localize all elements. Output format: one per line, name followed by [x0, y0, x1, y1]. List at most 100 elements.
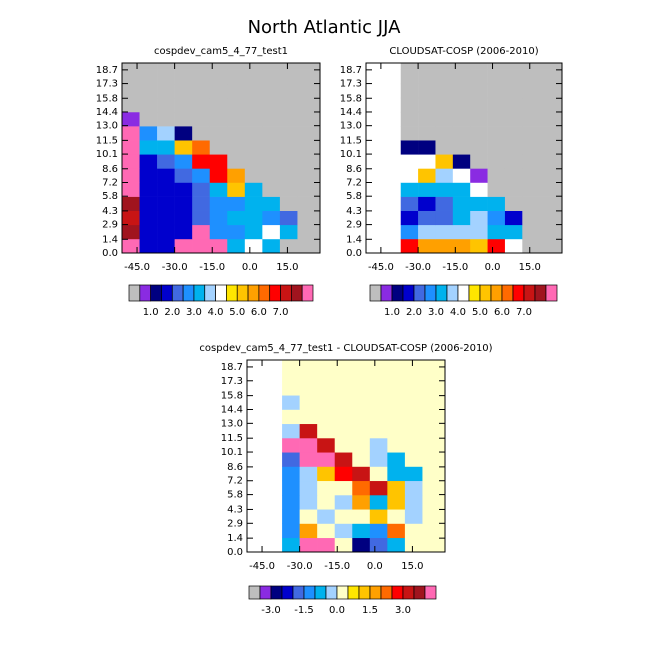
heatmap-cell — [369, 380, 388, 396]
heatmap-cell — [157, 210, 175, 226]
heatmap-cell — [157, 126, 175, 141]
colorbar-box — [301, 284, 314, 302]
heatmap-cell — [522, 83, 540, 99]
heatmap-cell — [422, 466, 446, 482]
heatmap-cell — [262, 111, 281, 127]
colorbar-box — [226, 284, 238, 302]
heatmap-cell — [227, 140, 246, 155]
heatmap-cell — [317, 395, 336, 410]
heatmap-cell — [352, 452, 371, 467]
colorbar-box — [402, 284, 415, 302]
heatmap-cell — [487, 210, 506, 226]
heatmap-cell — [334, 480, 353, 496]
y-tick-label: 17.3 — [340, 79, 362, 90]
y-tick-label: 15.8 — [221, 391, 243, 402]
heatmap-cell — [244, 63, 263, 70]
heatmap-cell — [139, 111, 158, 127]
heatmap-cell — [487, 97, 506, 113]
heatmap-cell — [470, 63, 488, 70]
heatmap-cell — [209, 140, 228, 155]
heatmap-cell — [227, 182, 246, 197]
y-tick-label: 7.2 — [346, 177, 362, 188]
colorbar-box — [303, 585, 316, 600]
heatmap-cell — [174, 140, 193, 155]
heatmap-cell — [404, 380, 423, 396]
y-tick-label: 17.3 — [221, 376, 243, 387]
heatmap-cell — [227, 196, 246, 211]
heatmap-cell — [192, 196, 211, 211]
heatmap-cell — [452, 111, 471, 127]
heatmap-cell — [452, 126, 471, 141]
heatmap-cell — [299, 480, 318, 496]
heatmap-cell — [192, 126, 211, 141]
x-tick-label: 0.0 — [485, 262, 501, 273]
heatmap-cell — [209, 182, 228, 197]
colorbar-label: 3.0 — [428, 307, 444, 318]
heatmap-cell — [139, 69, 158, 85]
heatmap-cell — [122, 238, 140, 254]
heatmap-cell — [122, 154, 140, 169]
heatmap-cell — [400, 238, 419, 254]
heatmap-cell — [299, 466, 318, 482]
y-tick-label: 13.0 — [221, 418, 243, 429]
heatmap-cell — [157, 224, 175, 240]
heatmap-cell — [157, 154, 175, 169]
heatmap-cell — [404, 360, 423, 368]
heatmap-cell — [157, 196, 175, 211]
colorbar-box — [424, 585, 437, 600]
colorbar-label: -3.0 — [261, 605, 281, 616]
colorbar-box — [380, 585, 393, 600]
heatmap-cell — [282, 509, 300, 524]
heatmap-cell — [227, 63, 246, 70]
heatmap-cell — [470, 224, 488, 240]
colorbar-box — [347, 585, 360, 600]
heatmap-cell — [244, 97, 263, 113]
heatmap-cell — [418, 63, 436, 70]
heatmap-cell — [299, 494, 318, 510]
heatmap-cell — [227, 69, 246, 85]
heatmap-cell — [317, 423, 336, 439]
heatmap-cell — [209, 168, 228, 183]
heatmap-cell — [209, 126, 228, 141]
heatmap-cell — [352, 494, 371, 510]
colorbar-box — [314, 585, 327, 600]
heatmap-cell — [139, 168, 158, 183]
heatmap-cell — [334, 537, 353, 553]
heatmap-cell — [279, 196, 298, 211]
heatmap-cell — [504, 196, 523, 211]
heatmap-cell — [504, 238, 523, 254]
heatmap-cell — [487, 140, 506, 155]
heatmap-cell — [227, 154, 246, 169]
heatmap-cell — [122, 63, 140, 70]
colorbar-box — [182, 284, 195, 302]
heatmap-cell — [174, 224, 193, 240]
colorbar-box — [523, 284, 536, 302]
colorbar-box — [369, 585, 382, 600]
heatmap-cell — [369, 494, 388, 510]
heatmap-cell — [435, 182, 454, 197]
colorbar-box — [424, 284, 437, 302]
panel-title: cospdev_cam5_4_77_test1 - CLOUDSAT-COSP … — [199, 343, 492, 354]
heatmap-cell — [400, 140, 419, 155]
heatmap-cell — [297, 111, 321, 127]
heatmap-cell — [157, 97, 175, 113]
heatmap-cell — [122, 210, 140, 226]
heatmap-cell — [279, 97, 298, 113]
heatmap-cell — [157, 182, 175, 197]
heatmap-cell — [504, 69, 523, 85]
heatmap-cell — [227, 83, 246, 99]
heatmap-cell — [244, 210, 263, 226]
heatmap-cell — [282, 423, 300, 439]
heatmap-cell — [504, 140, 523, 155]
colorbar-label: 1.5 — [362, 605, 378, 616]
colorbar-box — [490, 284, 503, 302]
colorbar-box — [248, 585, 261, 600]
heatmap-cell — [400, 111, 419, 127]
colorbar-label: 4.0 — [208, 307, 224, 318]
heatmap-cell — [297, 83, 321, 99]
heatmap-cell — [369, 452, 388, 467]
heatmap-cell — [209, 154, 228, 169]
heatmap-cell — [139, 83, 158, 99]
heatmap-cell — [404, 452, 423, 467]
heatmap-cell — [452, 182, 471, 197]
